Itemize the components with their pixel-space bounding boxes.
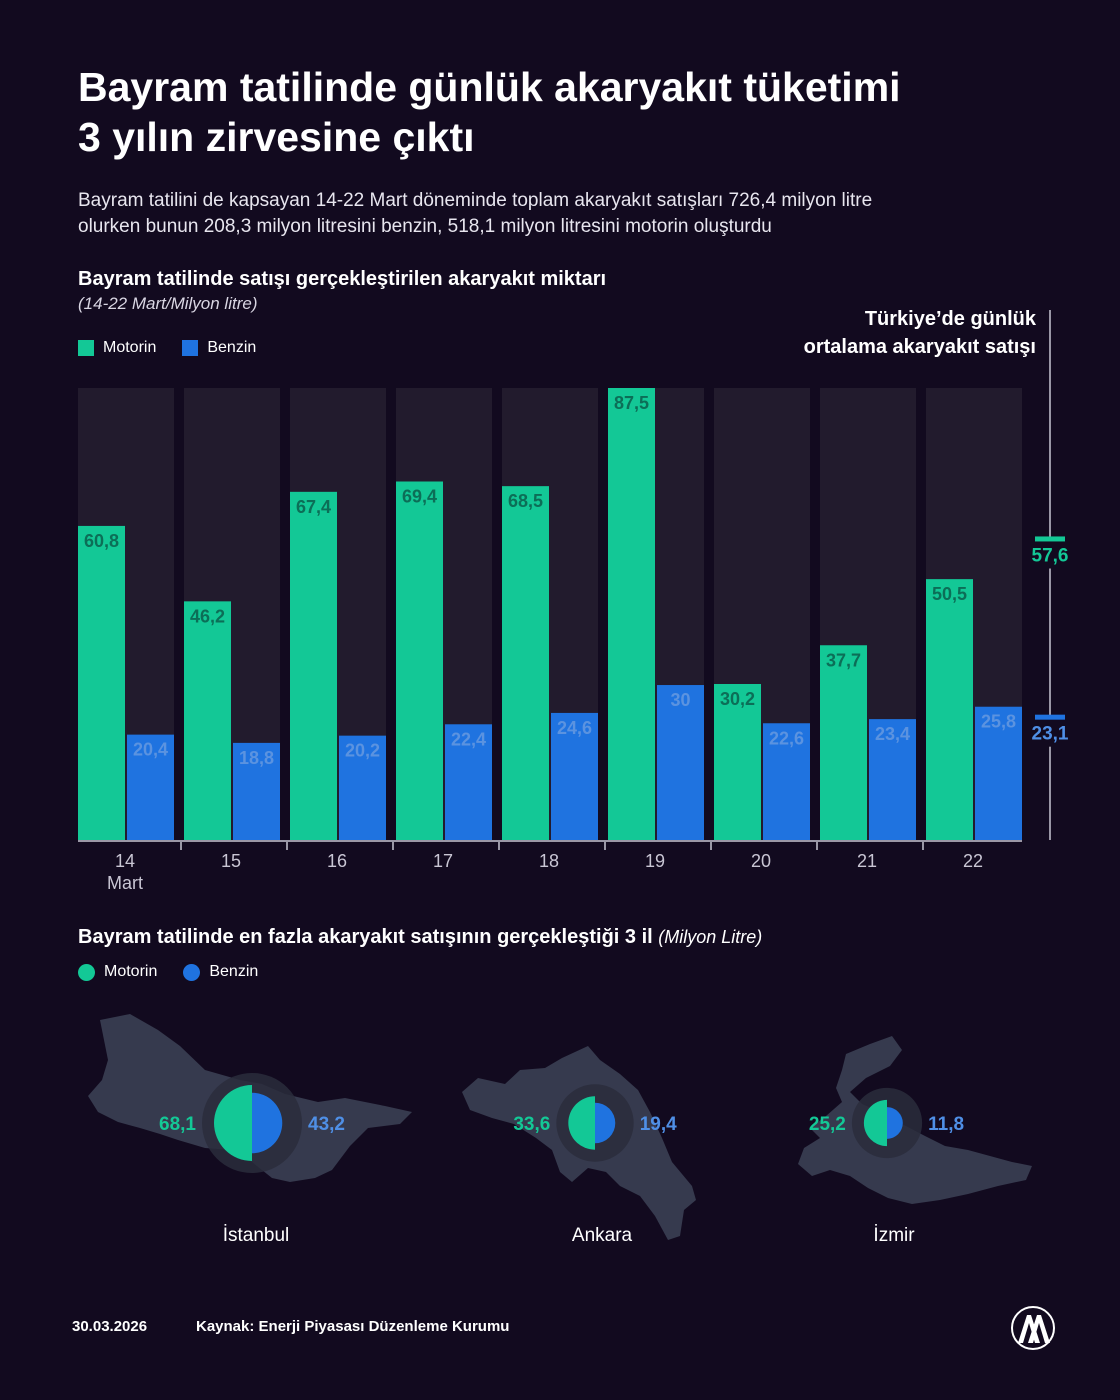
- average-value-motorin: 57,6: [1032, 545, 1069, 566]
- city-value-benzin: 43,2: [308, 1114, 345, 1135]
- chart-subtitle: (14-22 Mart/Milyon litre): [78, 294, 258, 313]
- bar-value-label: 25,8: [981, 712, 1016, 732]
- average-marker-benzin: [1035, 714, 1065, 720]
- average-title-line-1: Türkiye’de günlük: [864, 308, 1036, 330]
- bar-value-label: 30: [670, 690, 690, 710]
- bar-benzin: [127, 734, 174, 840]
- bar-value-label: 50,5: [932, 584, 967, 604]
- map-legend-dot-benzin: [183, 963, 201, 981]
- x-tick-label: 14: [115, 851, 135, 871]
- bar-motorin: [502, 486, 549, 840]
- subtitle-line-2: olurken bunun 208,3 milyon litresini ben…: [78, 216, 772, 237]
- city-maps: 68,1 43,2 İstanbul 33,6 19,4 Ankara 25,2 11,8 İz…: [88, 1014, 1032, 1246]
- chart-title: Bayram tatilinde satışı gerçekleştirilen…: [78, 268, 607, 290]
- bar-motorin: [926, 579, 973, 840]
- city-value-benzin: 19,4: [640, 1114, 677, 1135]
- bar-benzin: [869, 719, 916, 840]
- bar-value-label: 30,2: [720, 689, 755, 709]
- bar-benzin: [339, 735, 386, 840]
- half-circle-benzin: [252, 1092, 283, 1154]
- title-line-2: 3 yılın zirvesine çıktı: [78, 114, 475, 160]
- x-tick-label: 19: [645, 851, 665, 871]
- bar-value-label: 22,4: [451, 729, 486, 749]
- x-tick-label: 20: [751, 851, 771, 871]
- legend-item-motorin: Motorin: [78, 339, 156, 357]
- bar-value-label: 69,4: [402, 486, 437, 506]
- x-tick-sublabel: Mart: [107, 873, 143, 893]
- izmir-map-shape: [798, 1036, 1032, 1204]
- bar-value-label: 23,4: [875, 724, 910, 744]
- map-legend-item-benzin: Benzin: [183, 963, 258, 981]
- map-title-unit: (Milyon Litre): [658, 927, 763, 947]
- map-legend-label-motorin: Motorin: [104, 963, 158, 980]
- page-title: Bayram tatilinde günlük akaryakıt tüketi…: [78, 62, 1058, 162]
- map-legend-label-benzin: Benzin: [209, 963, 259, 980]
- legend-label-motorin: Motorin: [103, 339, 157, 356]
- map-title-text: Bayram tatilinde en fazla akaryakıt satı…: [78, 926, 653, 948]
- city-name: Ankara: [572, 1225, 633, 1246]
- footer-source: Kaynak: Enerji Piyasası Düzenleme Kurumu: [196, 1318, 510, 1335]
- bar-motorin: [608, 388, 655, 840]
- chart-legend: Motorin Benzin: [78, 339, 256, 357]
- half-circle-benzin: [595, 1102, 616, 1144]
- map-legend-dot-motorin: [78, 963, 95, 981]
- bar-value-label: 60,8: [84, 531, 119, 551]
- title-line-1: Bayram tatilinde günlük akaryakıt tüketi…: [78, 64, 901, 110]
- bar-value-label: 67,4: [296, 497, 331, 517]
- x-tick-label: 18: [539, 851, 559, 871]
- average-title-line-2: ortalama akaryakıt satışı: [803, 336, 1036, 358]
- legend-label-benzin: Benzin: [207, 339, 257, 356]
- bar-motorin: [820, 645, 867, 840]
- half-circle-motorin: [863, 1099, 887, 1147]
- bar-value-label: 37,7: [826, 650, 861, 670]
- map-legend-item-motorin: Motorin: [78, 963, 157, 981]
- average-value-benzin: 23,1: [1032, 724, 1069, 745]
- bar-value-label: 87,5: [614, 393, 649, 413]
- bar-motorin: [290, 491, 337, 840]
- average-title: Türkiye’de günlük ortalama akaryakıt sat…: [716, 305, 1036, 361]
- x-tick-label: 17: [433, 851, 453, 871]
- map-section-title: Bayram tatilinde en fazla akaryakıt satı…: [78, 926, 762, 949]
- bar-motorin: [78, 525, 125, 840]
- city-name: İstanbul: [223, 1225, 290, 1246]
- city-name: İzmir: [873, 1225, 915, 1246]
- subtitle-line-1: Bayram tatilini de kapsayan 14-22 Mart d…: [78, 190, 873, 211]
- city-value-motorin: 68,1: [159, 1114, 196, 1135]
- half-circle-motorin: [214, 1085, 252, 1161]
- aa-logo-icon: [1011, 1306, 1055, 1350]
- half-circle-motorin: [568, 1096, 595, 1150]
- bar-value-label: 68,5: [508, 491, 543, 511]
- bar-benzin: [551, 712, 598, 840]
- map-legend: Motorin Benzin: [78, 963, 258, 981]
- footer-date: 30.03.2026: [72, 1318, 148, 1335]
- legend-item-benzin: Benzin: [182, 339, 256, 357]
- bar-value-label: 20,4: [133, 740, 168, 760]
- bar-motorin: [714, 683, 761, 840]
- bar-benzin: [445, 724, 492, 840]
- bar-motorin: [184, 601, 231, 840]
- page-subtitle: Bayram tatilini de kapsayan 14-22 Mart d…: [78, 188, 1038, 240]
- legend-swatch-benzin: [182, 340, 199, 356]
- bar-value-label: 20,2: [345, 741, 380, 761]
- half-circle-benzin: [887, 1107, 903, 1139]
- bar-value-label: 24,6: [557, 718, 592, 738]
- bar-value-label: 46,2: [190, 606, 225, 626]
- x-tick-label: 16: [327, 851, 347, 871]
- x-tick-label: 22: [963, 851, 983, 871]
- x-tick-label: 15: [221, 851, 241, 871]
- bar-motorin: [396, 481, 443, 840]
- bar-value-label: 22,6: [769, 728, 804, 748]
- bar-benzin: [975, 706, 1022, 840]
- average-marker-motorin: [1035, 536, 1065, 542]
- x-tick-label: 21: [857, 851, 877, 871]
- bar-benzin: [657, 685, 704, 840]
- city-value-benzin: 11,8: [928, 1114, 964, 1135]
- city-value-motorin: 33,6: [513, 1114, 550, 1135]
- legend-swatch-motorin: [78, 340, 94, 356]
- city-value-motorin: 25,2: [809, 1114, 846, 1135]
- bar-benzin: [763, 723, 810, 840]
- bar-value-label: 18,8: [239, 748, 274, 768]
- bar-benzin: [233, 742, 280, 840]
